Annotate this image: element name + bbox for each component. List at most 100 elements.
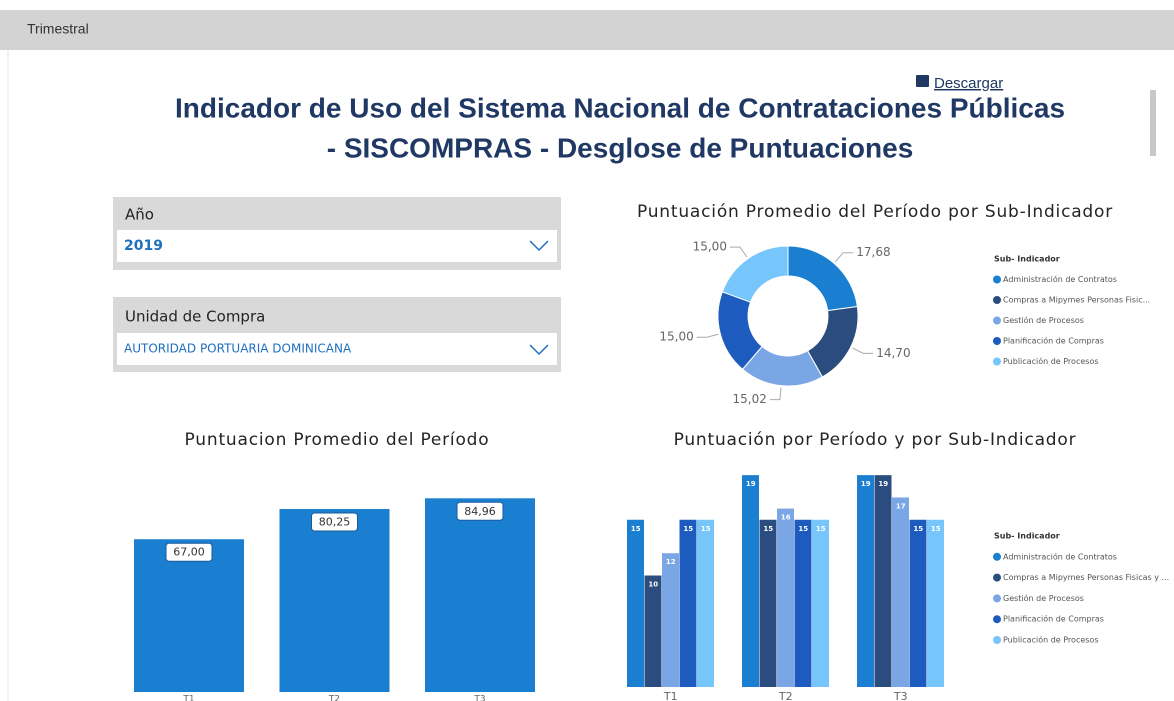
data-label: 19: [746, 480, 756, 488]
bar: [662, 553, 679, 687]
x-tick-label: T3: [893, 690, 908, 701]
data-label: 67,00: [173, 546, 205, 559]
scrollbar[interactable]: [1150, 90, 1156, 156]
data-label: 16: [781, 514, 791, 522]
label-box: [165, 542, 213, 562]
chart-title: Puntuacion Promedio del Período: [185, 430, 490, 450]
bar: [679, 519, 697, 687]
x-tick-label: T1: [182, 695, 194, 701]
legend-dot: [993, 615, 1001, 624]
bar: [874, 475, 892, 687]
legend-title: Sub- Indicador: [994, 255, 1060, 264]
legend-label: Administración de Contratos: [1003, 274, 1117, 284]
bar: [909, 519, 927, 687]
data-label: 17,68: [856, 245, 890, 259]
data-label: 15,00: [693, 240, 727, 254]
data-label: 15: [816, 525, 826, 533]
x-tick-label: T2: [328, 695, 340, 701]
data-label: 17: [896, 502, 906, 510]
x-tick-label: T2: [778, 690, 793, 701]
legend-label: Publicación de Procesos: [1003, 635, 1099, 645]
leader-line: [729, 246, 748, 258]
leader-line: [834, 252, 854, 263]
legend-label: Planificación de Compras: [1003, 336, 1104, 346]
data-label: 15: [683, 525, 693, 533]
page-title: Indicador de Uso del Sistema Nacional de…: [175, 92, 1065, 123]
bar: [892, 497, 909, 687]
bar: [644, 575, 662, 687]
data-label: 15: [913, 525, 923, 533]
bar: [627, 519, 644, 687]
chart-title: Puntuación Promedio del Período por Sub-…: [637, 202, 1113, 222]
data-label: 15,02: [733, 392, 767, 406]
legend-dot: [993, 275, 1001, 284]
donut-slice: [721, 245, 789, 303]
filter-year: Año 2019: [113, 197, 561, 270]
leader-line: [852, 347, 874, 354]
x-tick-label: T3: [473, 695, 485, 701]
data-label: 10: [648, 581, 658, 589]
data-label: 15: [798, 525, 808, 533]
chevron: [529, 344, 549, 356]
download-link[interactable]: Descargar: [916, 75, 1003, 92]
legend-dot: [993, 357, 1001, 366]
data-label: 15: [701, 525, 711, 533]
bar: [742, 475, 759, 687]
leader-line: [696, 333, 719, 338]
legend-dot: [993, 594, 1001, 603]
data-label: 14,70: [876, 346, 910, 360]
legend-dot: [993, 552, 1001, 561]
data-label: 15: [931, 525, 941, 533]
bar: [777, 508, 794, 687]
bar: [927, 519, 944, 687]
chevron: [529, 240, 549, 252]
data-label: 15: [763, 525, 773, 533]
bar: [425, 498, 535, 692]
download-icon: [916, 75, 929, 87]
legend-label: Compras a Mipymes Personas Fisic...: [1003, 296, 1150, 305]
filter-label: Unidad de Compra: [125, 308, 265, 326]
x-tick-label: T1: [663, 690, 678, 701]
chart-title: Puntuación por Período y por Sub-Indicad…: [674, 430, 1077, 450]
legend-dot: [993, 316, 1001, 325]
bar: [812, 519, 829, 687]
data-label: 19: [878, 480, 888, 488]
legend-label: Gestión de Procesos: [1003, 593, 1084, 603]
bar: [794, 519, 812, 687]
legend-title: Sub- Indicador: [994, 532, 1060, 541]
legend-dot: [993, 573, 1001, 582]
data-label: 19: [861, 480, 871, 488]
bar: [697, 519, 714, 687]
bar: [857, 475, 874, 687]
data-label: 15,00: [659, 330, 693, 344]
bar: [279, 509, 390, 692]
bar: [134, 539, 244, 692]
legend-label: Gestión de Procesos: [1003, 315, 1084, 325]
dropdown[interactable]: [117, 333, 557, 365]
legend-label: Planificación de Compras: [1003, 614, 1104, 624]
tab-bar: [0, 10, 1174, 50]
data-label: 84,96: [464, 505, 496, 518]
data-label: 15: [631, 525, 641, 533]
legend-label: Administración de Contratos: [1003, 551, 1117, 561]
label-box: [311, 512, 358, 532]
dropdown-value: AUTORIDAD PORTUARIA DOMINICANA: [124, 342, 352, 356]
legend-label: Publicación de Procesos: [1003, 356, 1099, 366]
dropdown[interactable]: [117, 230, 557, 262]
page-title: - SISCOMPRAS - Desglose de Puntuaciones: [327, 132, 914, 163]
legend-dot: [993, 636, 1001, 644]
leader-line: [769, 387, 782, 401]
legend-dot: [993, 296, 1001, 304]
data-label: 12: [666, 558, 676, 566]
filter-unit: Unidad de Compra AUTORIDAD PORTUARIA DOM…: [113, 297, 561, 372]
dropdown-value: 2019: [124, 238, 163, 254]
legend-dot: [993, 337, 1001, 345]
tab-label[interactable]: Trimestral: [27, 21, 89, 37]
filter-label: Año: [125, 206, 154, 224]
data-label: 80,25: [319, 516, 351, 529]
legend-label: Compras a Mipymes Personas Fisicas y ...: [1003, 573, 1169, 582]
download-text[interactable]: Descargar: [934, 75, 1003, 92]
label-box: [456, 501, 504, 521]
bar: [759, 519, 777, 687]
